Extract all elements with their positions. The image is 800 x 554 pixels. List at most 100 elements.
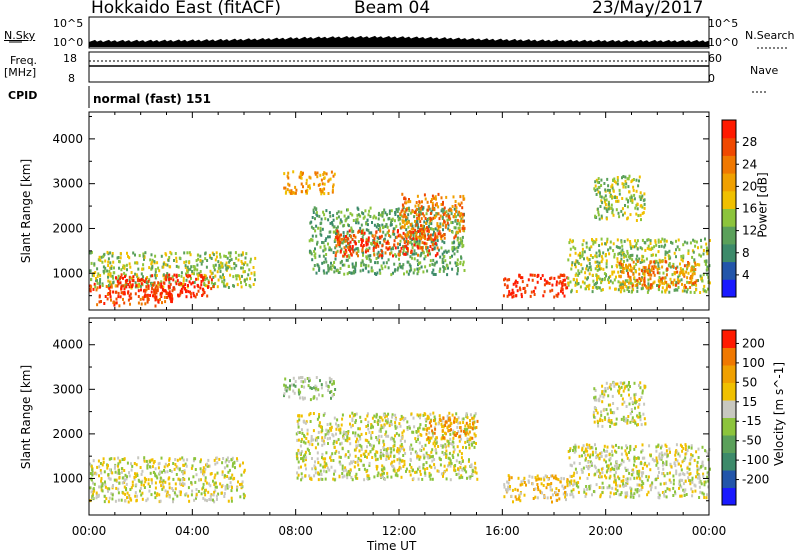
data-cell xyxy=(605,262,608,265)
data-cell xyxy=(458,468,461,472)
data-cell xyxy=(371,269,374,273)
data-cell xyxy=(408,198,410,201)
data-cell xyxy=(167,258,170,262)
colorbar-tick-label: 24 xyxy=(742,157,757,171)
data-cell xyxy=(580,270,583,274)
data-cell xyxy=(415,451,418,455)
data-cell xyxy=(600,267,603,271)
data-cell xyxy=(690,275,693,278)
data-cell xyxy=(340,210,343,214)
data-cell xyxy=(634,445,637,449)
data-cell xyxy=(339,462,342,466)
data-cell xyxy=(397,266,400,270)
data-cell xyxy=(343,214,346,218)
data-cell xyxy=(330,378,333,382)
data-cell xyxy=(694,268,697,271)
data-cell xyxy=(431,448,434,452)
data-cell xyxy=(305,178,308,182)
data-cell xyxy=(305,456,308,460)
data-cell xyxy=(225,458,228,462)
data-cell xyxy=(441,252,444,256)
data-cell xyxy=(417,253,419,257)
data-cell xyxy=(307,185,310,189)
data-cell xyxy=(223,278,226,282)
data-cell xyxy=(611,186,614,190)
data-cell xyxy=(150,253,153,257)
data-cell xyxy=(89,486,92,490)
data-cell xyxy=(295,432,298,436)
data-cell xyxy=(129,283,132,287)
data-cell xyxy=(428,456,431,460)
data-cell xyxy=(509,485,511,488)
data-cell xyxy=(387,412,390,416)
data-cell xyxy=(643,274,646,278)
data-cell xyxy=(204,498,207,502)
data-cell xyxy=(104,480,106,484)
data-cell xyxy=(700,254,702,258)
data-cell xyxy=(623,289,626,293)
data-cell xyxy=(231,464,234,468)
data-cell xyxy=(314,460,316,464)
data-cell xyxy=(595,409,598,412)
data-cell xyxy=(431,459,434,463)
data-cell xyxy=(300,440,303,443)
data-cell xyxy=(571,261,574,265)
data-cell xyxy=(441,202,444,206)
data-cell xyxy=(184,287,187,290)
data-cell xyxy=(378,268,381,272)
data-cell xyxy=(435,436,438,440)
data-cell xyxy=(453,448,456,452)
data-cell xyxy=(451,221,454,224)
data-cell xyxy=(657,491,660,495)
data-cell xyxy=(227,485,230,489)
data-cell xyxy=(628,255,630,259)
data-cell xyxy=(342,436,345,440)
data-cell xyxy=(248,284,251,287)
data-cell xyxy=(150,493,153,497)
data-cell xyxy=(108,457,111,461)
data-cell xyxy=(582,239,585,243)
data-cell xyxy=(395,472,398,476)
colorbar-cell xyxy=(722,155,736,174)
data-cell xyxy=(670,240,672,244)
data-cell xyxy=(136,472,139,476)
data-cell xyxy=(139,284,142,288)
data-cell xyxy=(375,225,378,229)
data-cell xyxy=(107,260,110,264)
data-cell xyxy=(423,241,426,245)
data-cell xyxy=(626,238,629,242)
data-cell xyxy=(609,194,612,198)
data-cell xyxy=(154,254,157,258)
data-cell xyxy=(309,398,312,402)
data-cell xyxy=(298,392,301,396)
data-cell xyxy=(357,439,360,443)
data-cell xyxy=(581,243,584,247)
data-cell xyxy=(389,454,392,458)
data-cell xyxy=(620,263,623,266)
data-cell xyxy=(326,466,329,470)
data-cell xyxy=(594,267,597,271)
data-cell xyxy=(429,236,432,240)
data-cell xyxy=(556,498,559,502)
data-cell xyxy=(442,436,445,440)
data-cell xyxy=(134,281,137,285)
data-cell xyxy=(611,281,614,285)
data-cell xyxy=(416,267,419,271)
data-cell xyxy=(217,266,220,270)
data-cell xyxy=(591,256,594,259)
data-cell xyxy=(125,482,128,486)
data-cell xyxy=(404,252,407,256)
data-cell xyxy=(665,288,668,292)
data-cell xyxy=(626,279,629,283)
data-cell xyxy=(383,239,386,243)
data-cell xyxy=(384,251,387,255)
data-cell xyxy=(224,263,227,267)
data-cell xyxy=(180,271,183,275)
data-cell xyxy=(596,268,599,272)
data-cell xyxy=(622,213,624,217)
data-cell xyxy=(191,271,194,275)
data-cell xyxy=(699,274,702,278)
data-cell xyxy=(632,288,635,292)
data-cell xyxy=(242,266,244,270)
data-cell xyxy=(419,209,422,213)
